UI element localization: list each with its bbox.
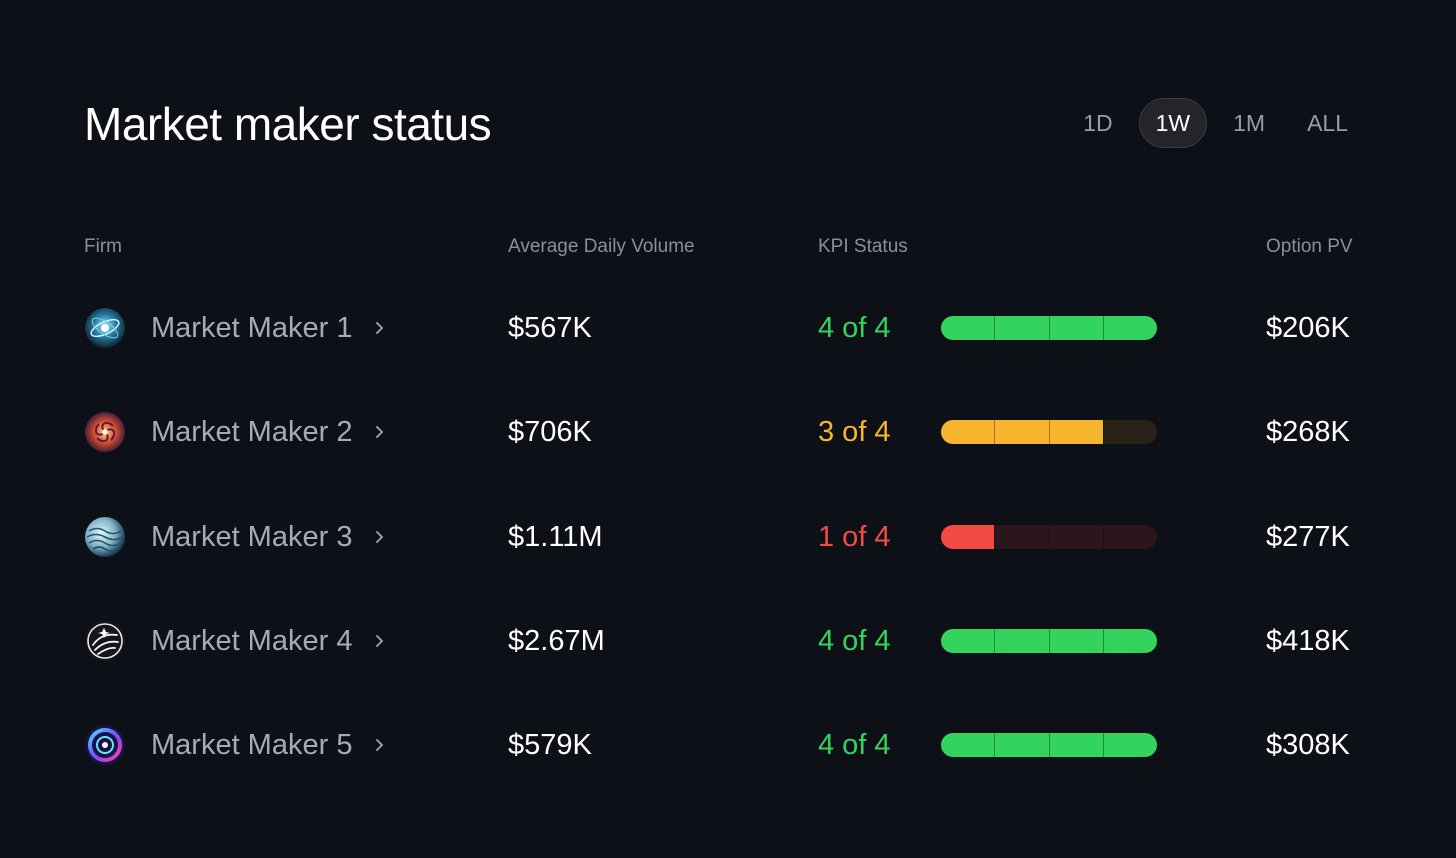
table-row: Market Maker 3 $1.11M 1 of 4 $277K bbox=[0, 507, 1456, 567]
kpi-segment-met bbox=[994, 733, 1049, 757]
column-header-volume: Average Daily Volume bbox=[508, 236, 695, 257]
option-pv: $308K bbox=[1266, 728, 1350, 761]
kpi-segment-met bbox=[1102, 629, 1157, 653]
kpi-segment-met bbox=[1048, 733, 1103, 757]
table-row: Market Maker 5 $579K 4 of 4 $308K bbox=[0, 715, 1456, 775]
table-row: Market Maker 1 $567K 4 of 4 $206K bbox=[0, 298, 1456, 358]
page-title: Market maker status bbox=[84, 98, 492, 150]
range-tab-1w[interactable]: 1W bbox=[1138, 98, 1208, 148]
kpi-segment-unmet bbox=[1048, 525, 1103, 549]
time-range-selector: 1D 1W 1M ALL bbox=[1067, 98, 1364, 148]
range-tab-1m[interactable]: 1M bbox=[1233, 109, 1266, 136]
kpi-progress-bar bbox=[941, 420, 1157, 444]
chevron-right-icon bbox=[376, 531, 384, 543]
column-header-kpi: KPI Status bbox=[818, 236, 908, 257]
neon-ring-logo bbox=[85, 725, 125, 765]
average-daily-volume: $579K bbox=[508, 728, 592, 761]
range-tab-all[interactable]: ALL bbox=[1307, 109, 1348, 136]
kpi-segment-unmet bbox=[994, 525, 1049, 549]
kpi-segment-met bbox=[941, 733, 995, 757]
orange-spiral-logo bbox=[85, 412, 125, 452]
option-pv: $268K bbox=[1266, 415, 1350, 448]
chevron-right-icon bbox=[376, 322, 384, 334]
white-swirl-logo bbox=[85, 621, 125, 661]
average-daily-volume: $1.11M bbox=[508, 520, 603, 553]
chevron-right-icon bbox=[376, 739, 384, 751]
kpi-segment-unmet bbox=[1102, 525, 1157, 549]
firm-link[interactable]: Market Maker 4 bbox=[151, 611, 386, 671]
column-header-firm: Firm bbox=[84, 236, 122, 257]
option-pv: $277K bbox=[1266, 520, 1350, 553]
column-header-option-pv: Option PV bbox=[1266, 236, 1353, 257]
kpi-status-text: 3 of 4 bbox=[818, 415, 891, 448]
kpi-segment-met bbox=[994, 629, 1049, 653]
blue-orb-logo bbox=[85, 308, 125, 348]
option-pv: $206K bbox=[1266, 311, 1350, 344]
kpi-segment-met bbox=[941, 525, 995, 549]
kpi-segment-met bbox=[994, 420, 1049, 444]
firm-name: Market Maker 2 bbox=[151, 415, 353, 448]
average-daily-volume: $567K bbox=[508, 311, 592, 344]
kpi-segment-met bbox=[1048, 629, 1103, 653]
firm-name: Market Maker 4 bbox=[151, 624, 353, 657]
firm-link[interactable]: Market Maker 5 bbox=[151, 715, 386, 775]
range-tab-1d[interactable]: 1D bbox=[1083, 109, 1113, 136]
table-row: Market Maker 4 $2.67M 4 of 4 $418K bbox=[0, 611, 1456, 671]
kpi-progress-bar bbox=[941, 525, 1157, 549]
table-row: Market Maker 2 $706K 3 of 4 $268K bbox=[0, 402, 1456, 462]
kpi-progress-bar bbox=[941, 629, 1157, 653]
wave-sphere-logo bbox=[85, 517, 125, 557]
firm-name: Market Maker 5 bbox=[151, 728, 353, 761]
kpi-progress-bar bbox=[941, 316, 1157, 340]
kpi-status-text: 4 of 4 bbox=[818, 624, 891, 657]
average-daily-volume: $2.67M bbox=[508, 624, 605, 657]
kpi-status-text: 4 of 4 bbox=[818, 311, 891, 344]
kpi-segment-met bbox=[1048, 316, 1103, 340]
chevron-right-icon bbox=[376, 635, 384, 647]
average-daily-volume: $706K bbox=[508, 415, 592, 448]
chevron-right-icon bbox=[376, 426, 384, 438]
kpi-segment-met bbox=[1102, 316, 1157, 340]
firm-link[interactable]: Market Maker 3 bbox=[151, 507, 386, 567]
kpi-status-text: 4 of 4 bbox=[818, 728, 891, 761]
firm-name: Market Maker 1 bbox=[151, 311, 353, 344]
kpi-progress-bar bbox=[941, 733, 1157, 757]
firm-link[interactable]: Market Maker 1 bbox=[151, 298, 386, 358]
kpi-segment-unmet bbox=[1102, 420, 1157, 444]
kpi-status-text: 1 of 4 bbox=[818, 520, 891, 553]
firm-link[interactable]: Market Maker 2 bbox=[151, 402, 386, 462]
kpi-segment-met bbox=[994, 316, 1049, 340]
kpi-segment-met bbox=[941, 420, 995, 444]
kpi-segment-met bbox=[941, 629, 995, 653]
kpi-segment-met bbox=[941, 316, 995, 340]
option-pv: $418K bbox=[1266, 624, 1350, 657]
kpi-segment-met bbox=[1102, 733, 1157, 757]
firm-name: Market Maker 3 bbox=[151, 520, 353, 553]
kpi-segment-met bbox=[1048, 420, 1103, 444]
